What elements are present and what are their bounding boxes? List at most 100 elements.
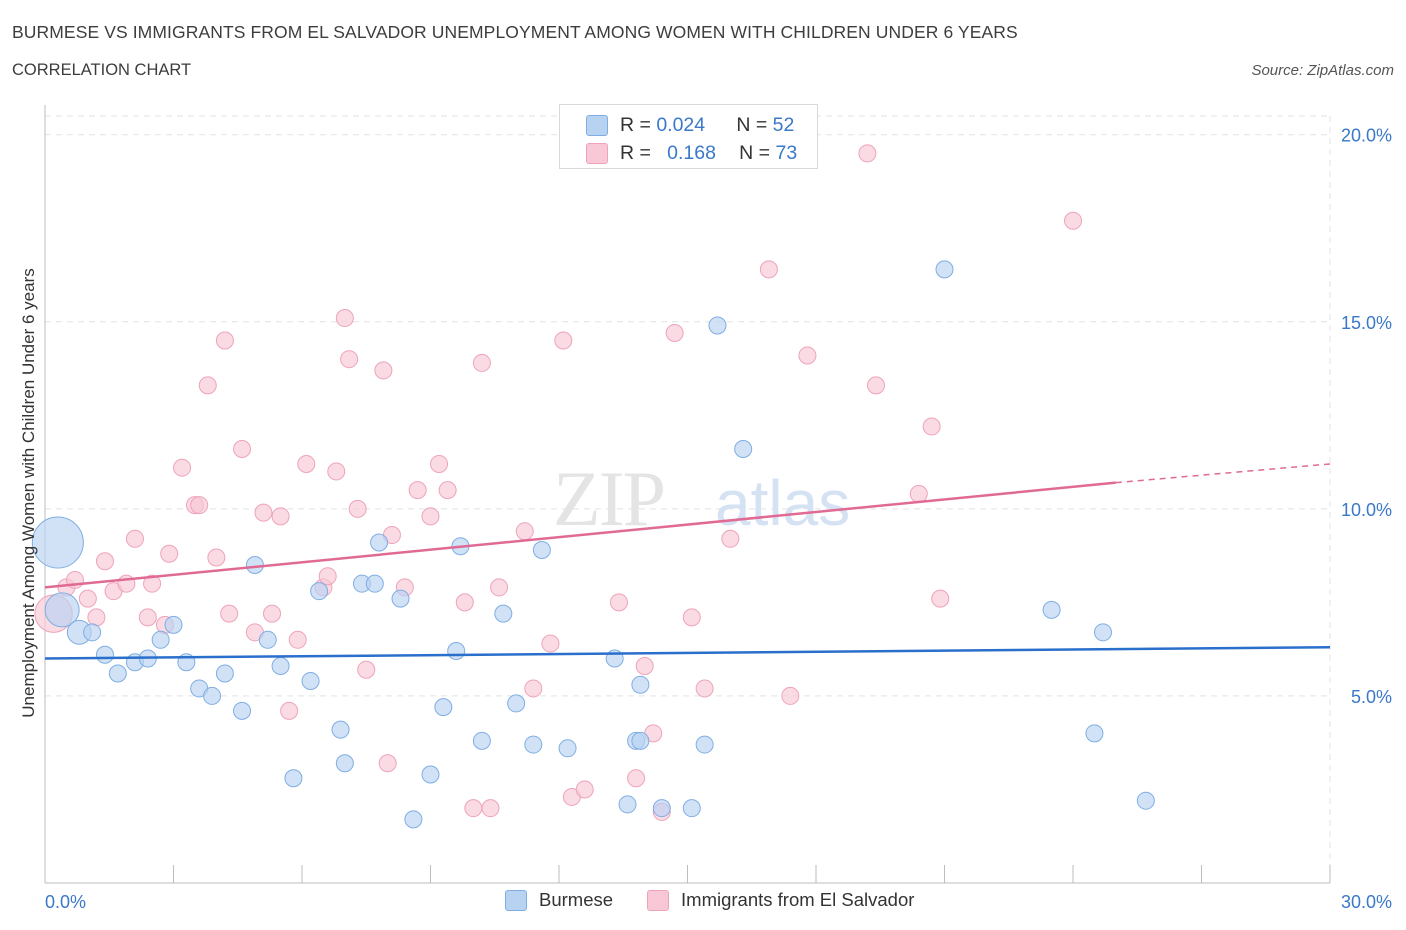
burmese-point bbox=[524, 735, 543, 754]
burmese-point bbox=[310, 582, 329, 601]
elsalvador-point bbox=[173, 458, 192, 477]
burmese-point bbox=[558, 739, 577, 758]
elsalvador-point bbox=[931, 589, 950, 608]
burmese-point bbox=[391, 589, 410, 608]
burmese-point bbox=[1085, 724, 1104, 743]
burmese-point bbox=[631, 731, 650, 750]
elsalvador-point bbox=[554, 331, 573, 350]
burmese-point bbox=[708, 316, 727, 335]
elsalvador-point bbox=[472, 353, 491, 372]
legend-item-burmese: Burmese bbox=[505, 889, 613, 911]
chart-title: BURMESE VS IMMIGRANTS FROM EL SALVADOR U… bbox=[12, 22, 1018, 42]
elsalvador-trend-extension bbox=[1115, 463, 1331, 484]
elsalvador-point bbox=[254, 503, 273, 522]
elsalvador-r-label: R = bbox=[620, 141, 651, 164]
stats-legend: R = 0.024 N = 52 R = 0.168 N = 73 bbox=[559, 104, 818, 169]
elsalvador-point bbox=[438, 481, 457, 500]
burmese-point bbox=[447, 642, 466, 661]
x-tick-label-max: 30.0% bbox=[1341, 892, 1392, 912]
chart-subtitle: CORRELATION CHART bbox=[12, 61, 192, 79]
burmese-point bbox=[284, 769, 303, 788]
trend-lines bbox=[44, 463, 1331, 660]
legend-row-burmese: R = 0.024 N = 52 bbox=[586, 113, 794, 137]
elsalvador-point bbox=[357, 660, 376, 679]
elsalvador-point bbox=[695, 679, 714, 698]
tick-labels: 5.0% 10.0% 15.0% 20.0% 0.0% 30.0% bbox=[45, 126, 1392, 912]
burmese-r-label: R = bbox=[620, 113, 651, 136]
y-tick-label: 20.0% bbox=[1341, 126, 1392, 146]
elsalvador-n-label: N = bbox=[739, 141, 771, 164]
burmese-point bbox=[335, 754, 354, 773]
burmese-point bbox=[1136, 791, 1155, 810]
elsalvador-points bbox=[34, 144, 1082, 821]
burmese-points bbox=[31, 260, 1155, 829]
elsalvador-point bbox=[374, 361, 393, 380]
burmese-point bbox=[434, 698, 453, 717]
elsalvador-point bbox=[798, 346, 817, 365]
burmese-point bbox=[618, 795, 637, 814]
elsalvador-point bbox=[909, 484, 928, 503]
elsalvador-swatch bbox=[586, 142, 608, 164]
y-axis-label: Unemployment Among Women with Children U… bbox=[19, 268, 38, 717]
elsalvador-point bbox=[125, 529, 144, 548]
burmese-point bbox=[301, 671, 320, 690]
burmese-point bbox=[370, 533, 389, 552]
elsalvador-point bbox=[138, 608, 157, 627]
burmese-point bbox=[164, 615, 183, 634]
elsalvador-point bbox=[198, 376, 217, 395]
burmese-point bbox=[472, 731, 491, 750]
source-label: Source: ZipAtlas.com bbox=[1251, 62, 1394, 79]
elsalvador-point bbox=[318, 567, 337, 586]
watermark-atlas: atlas bbox=[715, 467, 850, 539]
burmese-point bbox=[331, 720, 350, 739]
elsalvador-trend-line bbox=[44, 481, 1116, 589]
elsalvador-point bbox=[759, 260, 778, 279]
elsalvador-point bbox=[215, 331, 234, 350]
elsalvador-point bbox=[378, 754, 397, 773]
burmese-point bbox=[652, 799, 671, 818]
elsalvador-point bbox=[781, 686, 800, 705]
elsalvador-point bbox=[575, 780, 594, 799]
grid-lines bbox=[45, 115, 1331, 883]
burmese-point bbox=[365, 574, 384, 593]
elsalvador-point bbox=[627, 769, 646, 788]
burmese-point bbox=[233, 701, 252, 720]
elsalvador-point bbox=[233, 439, 252, 458]
burmese-point bbox=[935, 260, 954, 279]
elsalvador-point bbox=[858, 144, 877, 163]
burmese-point bbox=[203, 686, 222, 705]
elsalvador-point bbox=[682, 608, 701, 627]
elsalvador-r-value: 0.168 bbox=[667, 141, 716, 164]
burmese-trend-line bbox=[44, 646, 1331, 660]
burmese-point bbox=[44, 592, 80, 628]
burmese-point bbox=[151, 630, 170, 649]
elsalvador-point bbox=[190, 496, 209, 515]
series-legend: Burmese Immigrants from El Salvador bbox=[505, 889, 948, 911]
elsalvador-point bbox=[408, 481, 427, 500]
elsalvador-point bbox=[464, 799, 483, 818]
elsalvador-point bbox=[280, 701, 299, 720]
elsalvador-point bbox=[1064, 211, 1082, 230]
y-tick-label: 5.0% bbox=[1351, 687, 1392, 707]
elsalvador-point bbox=[78, 589, 97, 608]
burmese-point bbox=[734, 439, 753, 458]
burmese-point bbox=[245, 555, 264, 574]
legend-item-elsalvador: Immigrants from El Salvador bbox=[647, 889, 914, 911]
elsalvador-point bbox=[143, 574, 162, 593]
elsalvador-point bbox=[327, 462, 346, 481]
burmese-point bbox=[421, 765, 440, 784]
burmese-point bbox=[494, 604, 513, 623]
elsalvador-point bbox=[490, 578, 509, 597]
burmese-point bbox=[682, 799, 701, 818]
elsalvador-point bbox=[455, 593, 474, 612]
burmese-point bbox=[507, 694, 526, 713]
elsalvador-point bbox=[95, 552, 114, 571]
elsalvador-point bbox=[340, 350, 359, 369]
burmese-point bbox=[258, 630, 277, 649]
elsalvador-point bbox=[635, 656, 654, 675]
y-tick-label: 15.0% bbox=[1341, 313, 1392, 333]
elsalvador-point bbox=[87, 608, 106, 627]
y-tick-label: 10.0% bbox=[1341, 500, 1392, 520]
elsalvador-point bbox=[297, 454, 316, 473]
